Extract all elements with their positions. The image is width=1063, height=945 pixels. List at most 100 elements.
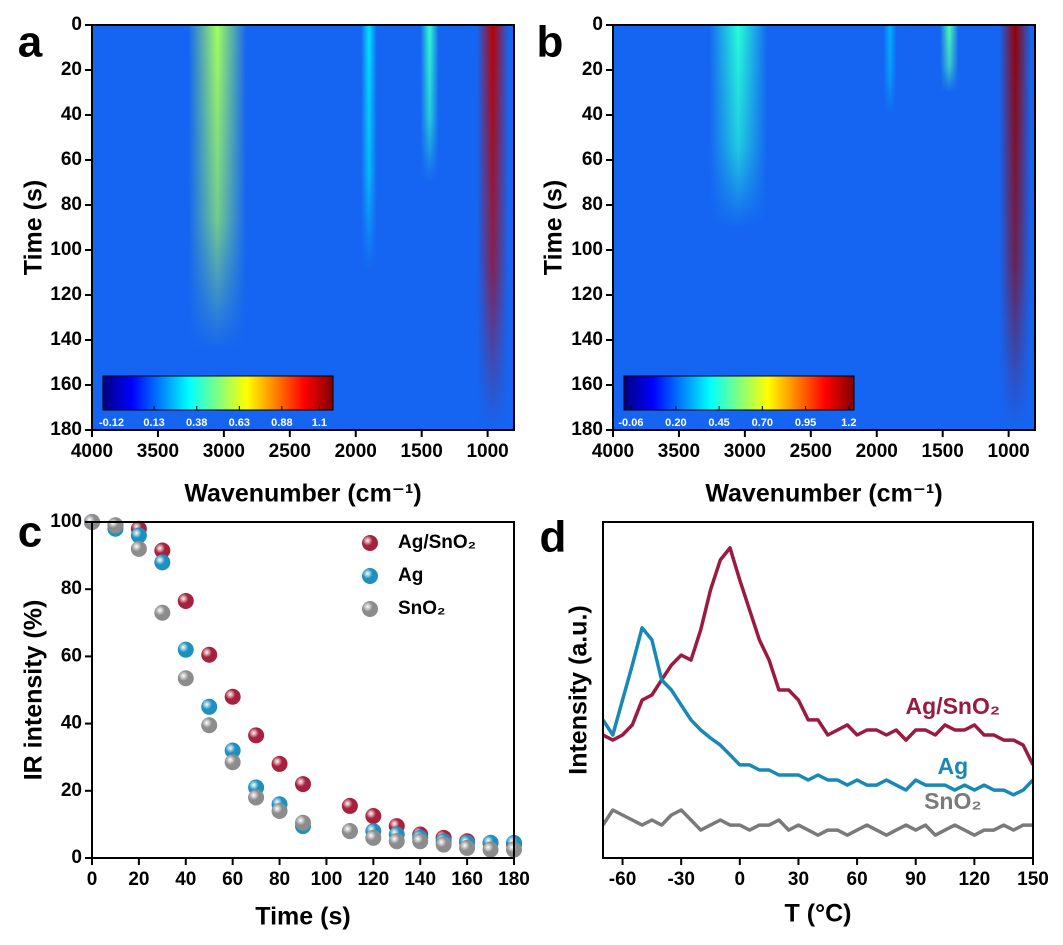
y-tick-label: 20	[61, 780, 82, 801]
series-label: Ag	[937, 753, 968, 779]
scatter-point	[224, 688, 241, 705]
colorbar-label: -0.12	[99, 417, 124, 429]
x-tick-label: 1000	[466, 441, 508, 462]
y-tick-label: 80	[582, 194, 603, 215]
series-line	[603, 546, 1033, 766]
scatter-point	[482, 841, 499, 858]
scatter-point	[201, 717, 218, 734]
x-tick-label: 100	[311, 869, 343, 890]
heatmap-peak	[477, 25, 509, 430]
scatter-point	[388, 833, 405, 850]
x-tick-label: 0	[87, 869, 98, 890]
plot-area	[92, 25, 514, 430]
legend-marker	[362, 535, 378, 551]
x-tick-label: 4000	[592, 441, 634, 462]
x-axis-label: Wavenumber (cm⁻¹)	[184, 480, 421, 508]
colorbar	[623, 375, 855, 411]
scatter-point	[224, 742, 241, 759]
x-tick-label: -30	[667, 869, 694, 890]
x-tick-label: 30	[788, 869, 809, 890]
plot-area	[613, 25, 1035, 430]
x-tick-label: 150	[1017, 869, 1049, 890]
colorbar-label: 1.1	[312, 417, 327, 429]
x-axis-label: Wavenumber (cm⁻¹)	[705, 480, 942, 508]
x-axis-label: T (°C)	[785, 900, 852, 928]
x-tick-label: -60	[609, 869, 636, 890]
scatter-point	[154, 542, 171, 559]
series-label: Ag/SnO₂	[906, 693, 1001, 719]
heatmap-peak	[361, 25, 377, 273]
x-tick-label: 120	[357, 869, 389, 890]
y-axis-label: Time (s)	[20, 180, 48, 275]
panel-label: d	[540, 513, 567, 562]
legend-label: Ag	[398, 565, 423, 586]
y-tick-label: 0	[592, 14, 603, 35]
x-tick-label: 90	[905, 869, 926, 890]
scatter-point	[365, 808, 382, 824]
x-tick-label: 180	[498, 869, 530, 890]
x-tick-label: 1000	[987, 441, 1029, 462]
x-tick-label: 160	[451, 869, 483, 890]
panel-label: a	[18, 18, 43, 67]
panel-label: b	[537, 18, 564, 67]
plot-frame	[602, 521, 1034, 859]
y-tick-label: 140	[571, 329, 603, 350]
y-tick-label: 20	[61, 59, 82, 80]
y-tick-label: 20	[582, 59, 603, 80]
x-tick-label: 4000	[71, 441, 113, 462]
x-tick-label: 20	[128, 869, 149, 890]
scatter-point	[154, 554, 171, 571]
scatter-point	[248, 727, 265, 744]
y-tick-label: 180	[50, 419, 82, 440]
y-tick-label: 80	[61, 578, 82, 599]
y-axis-label: Time (s)	[540, 180, 568, 275]
y-tick-label: 100	[50, 511, 82, 532]
y-tick-label: 80	[61, 194, 82, 215]
scatter-point	[224, 754, 241, 771]
legend-marker	[362, 568, 378, 584]
scatter-point	[271, 802, 288, 819]
heatmap-peak	[999, 25, 1032, 430]
x-tick-label: 120	[959, 869, 991, 890]
y-tick-label: 0	[71, 14, 82, 35]
legend-marker	[362, 601, 378, 617]
y-tick-label: 180	[571, 419, 603, 440]
y-tick-label: 100	[571, 239, 603, 260]
heatmap-peak	[420, 25, 439, 183]
y-tick-label: 60	[582, 149, 603, 170]
scatter-point	[130, 540, 147, 557]
y-tick-label: 120	[571, 284, 603, 305]
colorbar-label: 0.88	[271, 417, 292, 429]
y-tick-label: 100	[50, 239, 82, 260]
heatmap-peak	[940, 25, 959, 93]
scatter-point	[154, 604, 171, 621]
colorbar-label: 0.63	[229, 417, 250, 429]
scatter-point	[412, 833, 429, 850]
scatter-point	[201, 646, 218, 663]
y-tick-label: 160	[50, 374, 82, 395]
x-tick-label: 2000	[335, 441, 377, 462]
x-tick-label: 3000	[203, 441, 245, 462]
x-tick-label: 60	[847, 869, 868, 890]
scatter-point	[107, 517, 124, 534]
x-tick-label: 2000	[856, 441, 898, 462]
x-tick-label: 1500	[922, 441, 964, 462]
heatmap-peak	[883, 25, 897, 115]
colorbar-label: 0.20	[665, 417, 686, 429]
y-tick-label: 40	[61, 713, 82, 734]
plot-area	[603, 546, 1033, 837]
y-tick-label: 60	[61, 149, 82, 170]
x-tick-label: 1500	[401, 441, 443, 462]
x-tick-label: 3500	[137, 441, 179, 462]
colorbar-label: -0.06	[618, 417, 643, 429]
x-tick-label: 140	[404, 869, 436, 890]
heatmap-background	[613, 25, 1035, 430]
y-tick-label: 120	[50, 284, 82, 305]
scatter-point	[271, 755, 288, 772]
y-axis-label: IR intensity (%)	[20, 600, 48, 781]
y-tick-label: 40	[582, 104, 603, 125]
x-tick-label: 40	[175, 869, 196, 890]
scatter-point	[130, 527, 147, 544]
